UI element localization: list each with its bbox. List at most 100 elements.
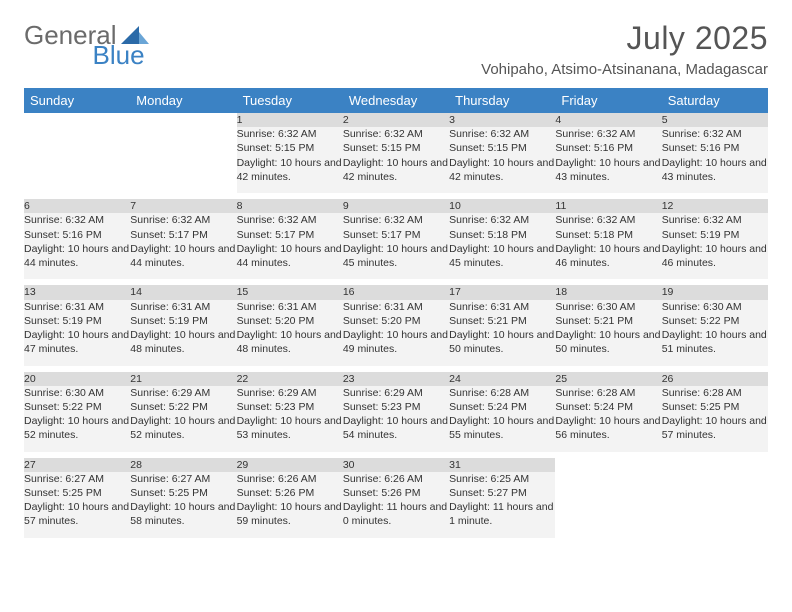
day-number: 29 <box>237 458 343 472</box>
sunrise-line: Sunrise: 6:32 AM <box>555 213 661 227</box>
sunrise-line: Sunrise: 6:32 AM <box>130 213 236 227</box>
sunrise-line: Sunrise: 6:27 AM <box>24 472 130 486</box>
daylight-line: Daylight: 10 hours and 58 minutes. <box>130 500 236 528</box>
sunrise-line: Sunrise: 6:32 AM <box>449 213 555 227</box>
sunset-line: Sunset: 5:26 PM <box>343 486 449 500</box>
sunrise-line: Sunrise: 6:32 AM <box>449 127 555 141</box>
day-number: 18 <box>555 285 661 299</box>
daylight-line: Daylight: 10 hours and 49 minutes. <box>343 328 449 356</box>
sunrise-line: Sunrise: 6:28 AM <box>449 386 555 400</box>
info-row: Sunrise: 6:32 AMSunset: 5:16 PMDaylight:… <box>24 213 768 279</box>
sunset-line: Sunset: 5:24 PM <box>449 400 555 414</box>
daylight-line: Daylight: 10 hours and 48 minutes. <box>130 328 236 356</box>
sunset-line: Sunset: 5:18 PM <box>555 228 661 242</box>
calendar-body: 12345Sunrise: 6:32 AMSunset: 5:15 PMDayl… <box>24 113 768 544</box>
daylight-line: Daylight: 10 hours and 55 minutes. <box>449 414 555 442</box>
day-info: Sunrise: 6:27 AMSunset: 5:25 PMDaylight:… <box>24 472 130 538</box>
day-info: Sunrise: 6:32 AMSunset: 5:18 PMDaylight:… <box>555 213 661 279</box>
day-info: Sunrise: 6:29 AMSunset: 5:23 PMDaylight:… <box>343 386 449 452</box>
day-info: Sunrise: 6:32 AMSunset: 5:15 PMDaylight:… <box>449 127 555 193</box>
month-title: July 2025 <box>481 20 768 57</box>
day-number: 28 <box>130 458 236 472</box>
day-info: Sunrise: 6:32 AMSunset: 5:16 PMDaylight:… <box>662 127 768 193</box>
day-number: 13 <box>24 285 130 299</box>
day-header: Friday <box>555 88 661 113</box>
sunrise-line: Sunrise: 6:32 AM <box>343 127 449 141</box>
sunset-line: Sunset: 5:24 PM <box>555 400 661 414</box>
sunrise-line: Sunrise: 6:26 AM <box>237 472 343 486</box>
daylight-line: Daylight: 10 hours and 52 minutes. <box>130 414 236 442</box>
sunrise-line: Sunrise: 6:31 AM <box>130 300 236 314</box>
sunrise-line: Sunrise: 6:32 AM <box>343 213 449 227</box>
empty-cell <box>24 113 130 127</box>
daynum-row: 6789101112 <box>24 199 768 213</box>
day-number: 26 <box>662 372 768 386</box>
day-info: Sunrise: 6:32 AMSunset: 5:17 PMDaylight:… <box>237 213 343 279</box>
daylight-line: Daylight: 10 hours and 57 minutes. <box>662 414 768 442</box>
sunset-line: Sunset: 5:20 PM <box>237 314 343 328</box>
daylight-line: Daylight: 10 hours and 52 minutes. <box>24 414 130 442</box>
sunset-line: Sunset: 5:21 PM <box>449 314 555 328</box>
sunset-line: Sunset: 5:16 PM <box>662 141 768 155</box>
day-info: Sunrise: 6:31 AMSunset: 5:19 PMDaylight:… <box>130 300 236 366</box>
day-info: Sunrise: 6:32 AMSunset: 5:16 PMDaylight:… <box>24 213 130 279</box>
day-number: 17 <box>449 285 555 299</box>
empty-cell <box>24 127 130 193</box>
daylight-line: Daylight: 10 hours and 53 minutes. <box>237 414 343 442</box>
sunset-line: Sunset: 5:17 PM <box>130 228 236 242</box>
sunrise-line: Sunrise: 6:30 AM <box>662 300 768 314</box>
sunset-line: Sunset: 5:22 PM <box>662 314 768 328</box>
daylight-line: Daylight: 10 hours and 42 minutes. <box>449 156 555 184</box>
sunset-line: Sunset: 5:21 PM <box>555 314 661 328</box>
daylight-line: Daylight: 10 hours and 57 minutes. <box>24 500 130 528</box>
day-info: Sunrise: 6:31 AMSunset: 5:20 PMDaylight:… <box>237 300 343 366</box>
info-row: Sunrise: 6:31 AMSunset: 5:19 PMDaylight:… <box>24 300 768 366</box>
daylight-line: Daylight: 10 hours and 45 minutes. <box>343 242 449 270</box>
sunset-line: Sunset: 5:25 PM <box>662 400 768 414</box>
daylight-line: Daylight: 10 hours and 44 minutes. <box>24 242 130 270</box>
daylight-line: Daylight: 10 hours and 51 minutes. <box>662 328 768 356</box>
sunrise-line: Sunrise: 6:29 AM <box>343 386 449 400</box>
sunrise-line: Sunrise: 6:32 AM <box>237 127 343 141</box>
day-number: 23 <box>343 372 449 386</box>
day-info: Sunrise: 6:31 AMSunset: 5:19 PMDaylight:… <box>24 300 130 366</box>
daylight-line: Daylight: 10 hours and 44 minutes. <box>130 242 236 270</box>
day-info: Sunrise: 6:30 AMSunset: 5:22 PMDaylight:… <box>662 300 768 366</box>
logo: General Blue <box>24 20 205 51</box>
sunset-line: Sunset: 5:27 PM <box>449 486 555 500</box>
daylight-line: Daylight: 10 hours and 42 minutes. <box>343 156 449 184</box>
sunset-line: Sunset: 5:25 PM <box>130 486 236 500</box>
day-number: 4 <box>555 113 661 127</box>
day-info: Sunrise: 6:32 AMSunset: 5:17 PMDaylight:… <box>130 213 236 279</box>
sunrise-line: Sunrise: 6:31 AM <box>449 300 555 314</box>
sunrise-line: Sunrise: 6:29 AM <box>237 386 343 400</box>
location-text: Vohipaho, Atsimo-Atsinanana, Madagascar <box>481 61 768 78</box>
logo-text-blue: Blue <box>93 40 145 71</box>
sunrise-line: Sunrise: 6:32 AM <box>24 213 130 227</box>
daylight-line: Daylight: 10 hours and 56 minutes. <box>555 414 661 442</box>
day-info: Sunrise: 6:32 AMSunset: 5:15 PMDaylight:… <box>237 127 343 193</box>
sunset-line: Sunset: 5:23 PM <box>237 400 343 414</box>
day-number: 10 <box>449 199 555 213</box>
empty-cell <box>662 458 768 472</box>
daylight-line: Daylight: 10 hours and 50 minutes. <box>555 328 661 356</box>
sunset-line: Sunset: 5:18 PM <box>449 228 555 242</box>
day-number: 5 <box>662 113 768 127</box>
day-header: Thursday <box>449 88 555 113</box>
title-block: July 2025 Vohipaho, Atsimo-Atsinanana, M… <box>481 20 768 78</box>
info-row: Sunrise: 6:27 AMSunset: 5:25 PMDaylight:… <box>24 472 768 538</box>
daylight-line: Daylight: 10 hours and 54 minutes. <box>343 414 449 442</box>
sunset-line: Sunset: 5:20 PM <box>343 314 449 328</box>
day-header: Wednesday <box>343 88 449 113</box>
sunset-line: Sunset: 5:25 PM <box>24 486 130 500</box>
day-number: 16 <box>343 285 449 299</box>
day-number: 9 <box>343 199 449 213</box>
day-number: 14 <box>130 285 236 299</box>
daynum-row: 13141516171819 <box>24 285 768 299</box>
sunset-line: Sunset: 5:23 PM <box>343 400 449 414</box>
sunrise-line: Sunrise: 6:32 AM <box>237 213 343 227</box>
day-number: 12 <box>662 199 768 213</box>
daylight-line: Daylight: 10 hours and 48 minutes. <box>237 328 343 356</box>
daylight-line: Daylight: 10 hours and 42 minutes. <box>237 156 343 184</box>
day-info: Sunrise: 6:28 AMSunset: 5:24 PMDaylight:… <box>449 386 555 452</box>
